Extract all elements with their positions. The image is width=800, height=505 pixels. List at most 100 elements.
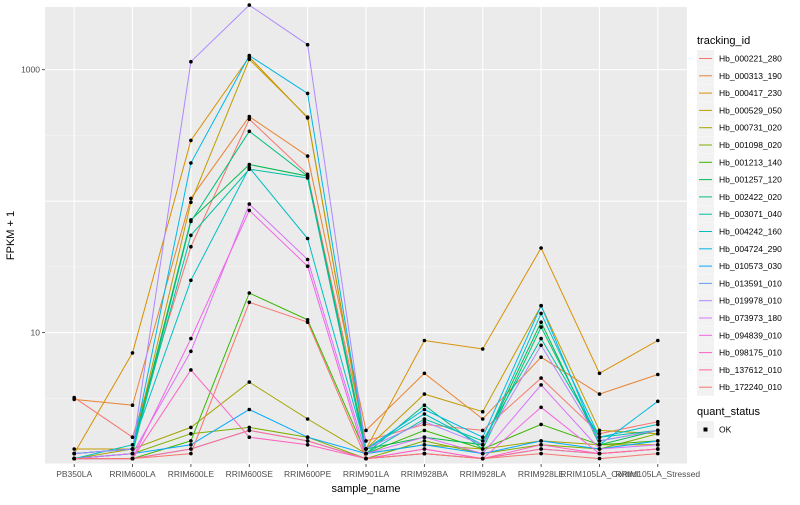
x-tick-label: RRIM928LA bbox=[460, 469, 507, 479]
data-point bbox=[364, 456, 368, 461]
data-point bbox=[305, 91, 310, 96]
data-point bbox=[422, 439, 427, 443]
data-point bbox=[539, 355, 543, 360]
data-point bbox=[539, 447, 543, 451]
data-point bbox=[656, 419, 660, 424]
data-point bbox=[539, 343, 543, 348]
data-point bbox=[247, 114, 252, 119]
legend-item-label: Hb_013591_010 bbox=[719, 278, 782, 288]
y-axis: 10 1000 bbox=[21, 65, 45, 338]
data-point bbox=[539, 320, 543, 325]
data-point bbox=[72, 397, 76, 402]
x-tick-label: RRIM600LA bbox=[109, 469, 156, 479]
x-axis: PB350LA RRIM600LA RRIM600LE RRIM600SE RRIM60… bbox=[56, 464, 700, 479]
data-point bbox=[305, 443, 310, 447]
data-point bbox=[247, 300, 252, 305]
data-point bbox=[422, 407, 427, 412]
data-point bbox=[189, 431, 193, 436]
data-point bbox=[72, 447, 76, 451]
data-point bbox=[130, 443, 135, 447]
data-point bbox=[422, 392, 427, 396]
data-point bbox=[189, 219, 193, 224]
data-point bbox=[247, 435, 252, 440]
data-point bbox=[656, 431, 660, 436]
data-point bbox=[422, 428, 427, 433]
data-point bbox=[72, 456, 76, 461]
data-point bbox=[189, 278, 193, 283]
legend-shape-title: quant_status bbox=[697, 406, 760, 418]
legend-item-label: Hb_137612_010 bbox=[719, 365, 782, 375]
data-point bbox=[422, 412, 427, 416]
x-axis-title: sample_name bbox=[331, 483, 400, 495]
legend-item-label: Hb_004724_290 bbox=[719, 244, 782, 254]
legend-item-label: Hb_004242_160 bbox=[719, 227, 782, 237]
legend-item-label: Hb_003071_040 bbox=[719, 209, 782, 219]
data-point bbox=[422, 338, 427, 343]
data-point bbox=[305, 42, 310, 47]
data-point bbox=[597, 439, 602, 443]
legend-shape-label: OK bbox=[719, 425, 732, 435]
data-point bbox=[539, 422, 543, 427]
y-tick-label: 10 bbox=[31, 328, 41, 338]
data-point bbox=[656, 372, 660, 377]
x-tick-label: RRIM105LA_Control bbox=[560, 469, 639, 479]
data-point bbox=[247, 291, 252, 295]
x-tick-label: RRIM600SE bbox=[226, 469, 274, 479]
data-point bbox=[656, 422, 660, 427]
data-point bbox=[189, 196, 193, 201]
legend-item-label: Hb_073973_180 bbox=[719, 313, 782, 323]
data-point bbox=[597, 431, 602, 436]
legend-item-label: Hb_000313_190 bbox=[719, 71, 782, 81]
x-tick-label: RRIM105LA_Stressed bbox=[616, 469, 701, 479]
x-tick-label: RRIM928BA bbox=[401, 469, 449, 479]
legend-item-label: Hb_000731_020 bbox=[719, 123, 782, 133]
legend-item-label: Hb_094839_010 bbox=[719, 330, 782, 340]
data-point bbox=[597, 447, 602, 451]
data-point bbox=[597, 435, 602, 440]
data-point bbox=[539, 325, 543, 329]
legend-item-label: Hb_172240_010 bbox=[719, 382, 782, 392]
data-point bbox=[539, 451, 543, 456]
data-point bbox=[480, 428, 485, 433]
data-point bbox=[480, 439, 485, 443]
data-point bbox=[422, 403, 427, 408]
data-point bbox=[247, 162, 252, 167]
y-tick-label: 1000 bbox=[21, 65, 40, 75]
data-point bbox=[656, 399, 660, 404]
data-point bbox=[247, 57, 252, 62]
data-point bbox=[247, 3, 252, 7]
legend-item-label: Hb_001213_140 bbox=[719, 157, 782, 167]
data-point bbox=[247, 380, 252, 384]
data-point bbox=[422, 443, 427, 447]
data-point bbox=[364, 447, 368, 451]
data-point bbox=[364, 439, 368, 443]
data-point bbox=[597, 443, 602, 447]
x-tick-label: PB350LA bbox=[56, 469, 92, 479]
data-point bbox=[480, 451, 485, 456]
data-point bbox=[130, 351, 135, 355]
x-tick-label: RRIM600LE bbox=[168, 469, 215, 479]
legend-item-label: Hb_001098_020 bbox=[719, 140, 782, 150]
data-point bbox=[247, 202, 252, 206]
data-point bbox=[189, 233, 193, 238]
data-point bbox=[305, 417, 310, 421]
data-point bbox=[247, 165, 252, 170]
data-point bbox=[539, 443, 543, 447]
data-point bbox=[130, 447, 135, 451]
data-point bbox=[305, 176, 310, 180]
data-point bbox=[597, 371, 602, 376]
data-point bbox=[656, 428, 660, 433]
x-tick-label: RRIM901LA bbox=[343, 469, 390, 479]
data-point bbox=[130, 435, 135, 440]
data-point bbox=[189, 244, 193, 249]
data-point bbox=[305, 236, 310, 241]
data-point bbox=[189, 368, 193, 372]
data-point bbox=[422, 447, 427, 451]
data-point bbox=[422, 419, 427, 424]
data-point bbox=[422, 371, 427, 376]
data-point bbox=[189, 439, 193, 443]
data-point bbox=[480, 456, 485, 461]
data-point bbox=[656, 338, 660, 343]
